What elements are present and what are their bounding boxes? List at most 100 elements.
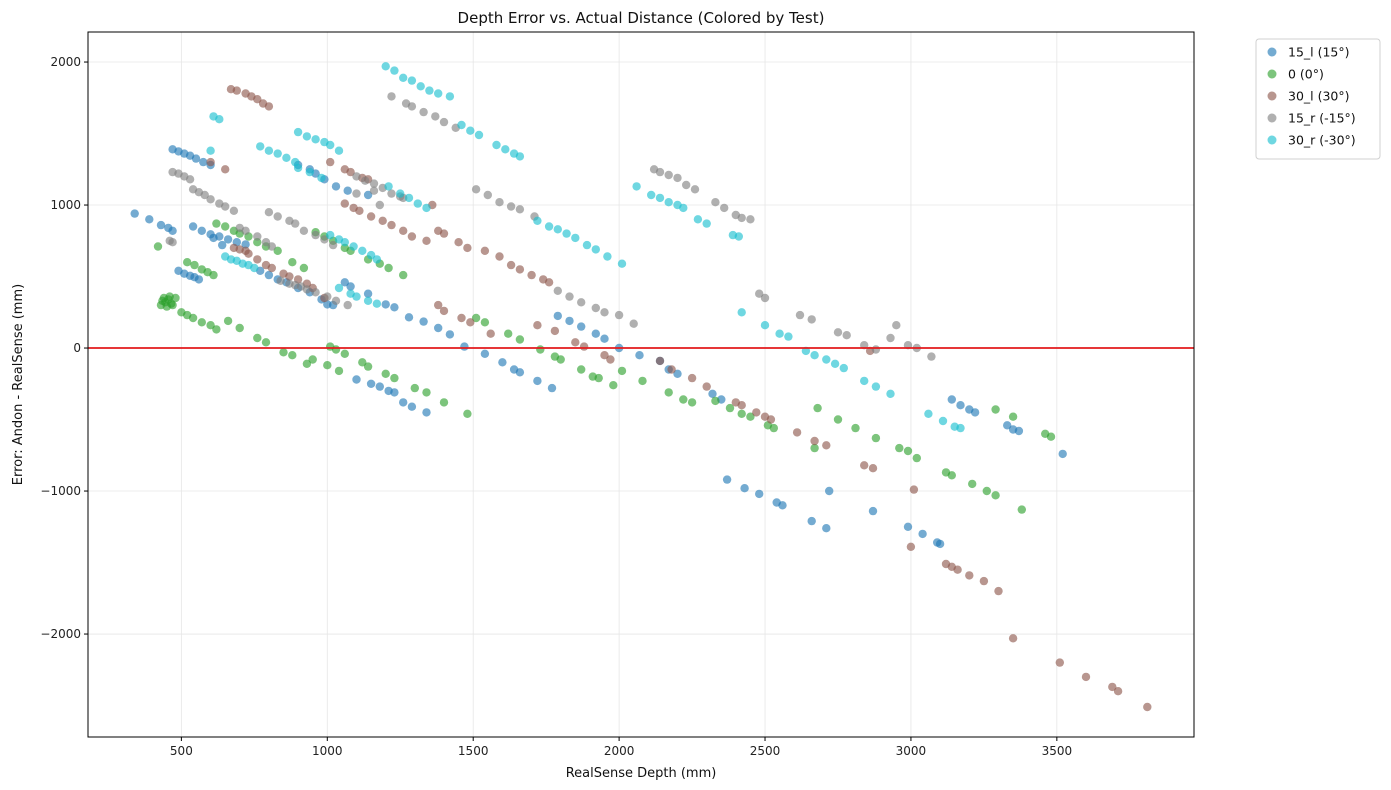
y-tick-label: 0	[73, 341, 81, 355]
data-point-series-0	[577, 322, 586, 331]
data-point-series-0	[822, 524, 831, 533]
x-tick-label: 3000	[896, 744, 927, 758]
data-point-series-3	[629, 319, 638, 328]
data-point-series-1	[168, 300, 177, 310]
data-point-series-1	[410, 383, 419, 393]
data-point-series-4	[737, 308, 746, 317]
data-point-series-0	[460, 342, 469, 351]
data-point-series-0	[970, 408, 980, 417]
data-point-series-0	[199, 157, 208, 167]
data-point-series-0	[547, 383, 557, 393]
data-point-series-0	[956, 401, 965, 410]
data-point-series-1	[212, 219, 221, 228]
data-point-series-1	[399, 270, 408, 280]
data-point-series-0	[1003, 421, 1012, 430]
data-point-series-0	[498, 358, 507, 367]
data-point-series-2	[766, 415, 776, 424]
data-point-series-1	[577, 365, 586, 374]
data-point-series-4	[399, 73, 408, 83]
data-point-series-2	[533, 321, 542, 330]
data-point-series-3	[206, 195, 215, 204]
legend-label: 30_l (30°)	[1288, 89, 1350, 104]
data-point-series-0	[363, 190, 373, 200]
data-point-series-0	[168, 226, 177, 235]
data-point-series-4	[250, 263, 259, 273]
data-point-series-1	[871, 433, 881, 443]
data-point-series-4	[293, 163, 303, 173]
data-point-series-4	[366, 250, 376, 260]
plot-area-frame	[87, 31, 1195, 738]
data-point-series-4	[363, 296, 373, 305]
data-point-series-2	[579, 342, 589, 351]
data-point-series-4	[390, 66, 399, 75]
data-point-series-2	[434, 300, 443, 310]
data-point-series-3	[495, 198, 504, 207]
data-point-series-1	[334, 366, 344, 376]
data-point-series-3	[833, 328, 843, 337]
data-point-series-1	[991, 491, 1000, 500]
data-point-series-0	[918, 529, 927, 539]
data-point-series-3	[331, 296, 341, 305]
data-point-series-1	[968, 479, 977, 489]
data-point-series-2	[953, 565, 962, 574]
data-point-series-0	[363, 289, 373, 298]
data-point-series-4	[655, 193, 665, 203]
data-point-series-0	[130, 209, 139, 218]
data-point-series-0	[194, 275, 204, 284]
data-point-series-3	[352, 172, 361, 181]
data-point-series-4	[404, 193, 414, 203]
data-point-series-3	[311, 288, 320, 297]
data-point-series-4	[544, 222, 554, 231]
data-point-series-0	[635, 351, 644, 360]
y-tick-label: 1000	[50, 198, 81, 212]
legend-marker	[1267, 47, 1277, 57]
data-point-series-2	[407, 232, 417, 241]
data-point-series-1	[556, 355, 565, 364]
data-point-series-4	[372, 299, 382, 308]
legend-label: 15_r (-15°)	[1288, 111, 1356, 126]
data-point-series-2	[737, 401, 746, 410]
data-point-series-2	[480, 246, 490, 255]
data-point-series-4	[334, 283, 344, 293]
data-point-series-2	[810, 436, 819, 446]
data-point-series-3	[241, 226, 250, 235]
data-point-series-4	[256, 142, 265, 151]
data-point-series-0	[825, 486, 834, 496]
data-point-series-2	[687, 373, 697, 383]
data-point-series-2	[495, 252, 504, 261]
data-point-series-3	[664, 170, 673, 180]
data-point-series-1	[746, 412, 755, 421]
data-point-series-0	[264, 270, 274, 280]
data-point-series-2	[600, 351, 609, 360]
data-point-series-4	[515, 152, 525, 161]
data-point-series-4	[553, 225, 562, 234]
data-point-series-0	[407, 402, 417, 411]
data-point-series-4	[305, 167, 314, 177]
data-point-series-0	[390, 388, 399, 397]
data-point-series-3	[755, 289, 764, 298]
data-point-series-1	[810, 443, 819, 453]
data-point-series-0	[722, 475, 732, 484]
data-point-series-2	[606, 355, 615, 364]
data-point-series-1	[261, 338, 271, 347]
data-point-series-1	[594, 373, 603, 383]
data-point-series-1	[813, 403, 822, 413]
data-point-series-3	[720, 203, 729, 213]
data-point-series-0	[375, 382, 384, 391]
data-point-series-3	[886, 333, 895, 343]
data-point-series-1	[422, 388, 431, 397]
data-point-series-2	[979, 576, 989, 586]
data-point-series-4	[396, 189, 405, 198]
data-point-series-4	[293, 127, 303, 137]
data-point-series-2	[994, 586, 1003, 596]
data-point-series-2	[387, 220, 396, 230]
data-point-series-0	[755, 489, 764, 499]
data-point-series-3	[185, 175, 195, 184]
data-point-series-3	[737, 213, 746, 223]
data-point-series-2	[965, 571, 974, 580]
data-point-series-0	[708, 389, 717, 398]
data-point-series-3	[871, 345, 881, 354]
data-point-series-0	[381, 300, 390, 309]
data-point-series-0	[1014, 426, 1024, 436]
data-point-series-0	[515, 368, 525, 377]
